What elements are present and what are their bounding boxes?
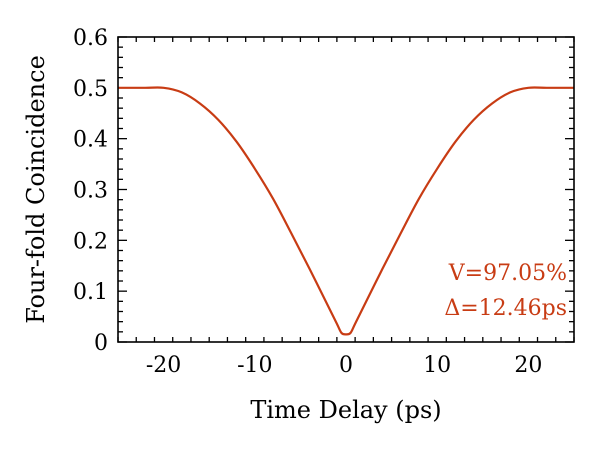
series-layer <box>118 86 574 336</box>
visibility-annotation: V=97.05% <box>448 261 567 286</box>
x-axis-title: Time Delay (ps) <box>250 396 441 424</box>
y-tick-label: 0 <box>94 331 108 356</box>
x-tick-label: 0 <box>339 353 353 378</box>
y-tick-label: 0.5 <box>73 77 108 102</box>
y-tick-label: 0.1 <box>73 280 108 305</box>
x-tick-label: 20 <box>514 353 542 378</box>
x-tick-label: -20 <box>146 353 181 378</box>
y-tick-label: 0.2 <box>73 229 108 254</box>
plot-frame <box>117 36 575 343</box>
width-annotation: Δ=12.46ps <box>444 296 567 321</box>
y-tick-label: 0.3 <box>73 179 108 204</box>
y-tick-label: 0.6 <box>73 26 108 51</box>
x-tick-label: 10 <box>423 353 451 378</box>
series-line-0 <box>118 86 574 336</box>
x-tick-label: -10 <box>237 353 272 378</box>
y-tick-label: 0.4 <box>73 128 108 153</box>
y-axis-title: Four-fold Coincidence <box>22 55 50 324</box>
tick-labels-layer: -20 -10 0 10 20 0 0.1 0.2 0.3 0.4 0.5 0.6 <box>73 26 542 378</box>
